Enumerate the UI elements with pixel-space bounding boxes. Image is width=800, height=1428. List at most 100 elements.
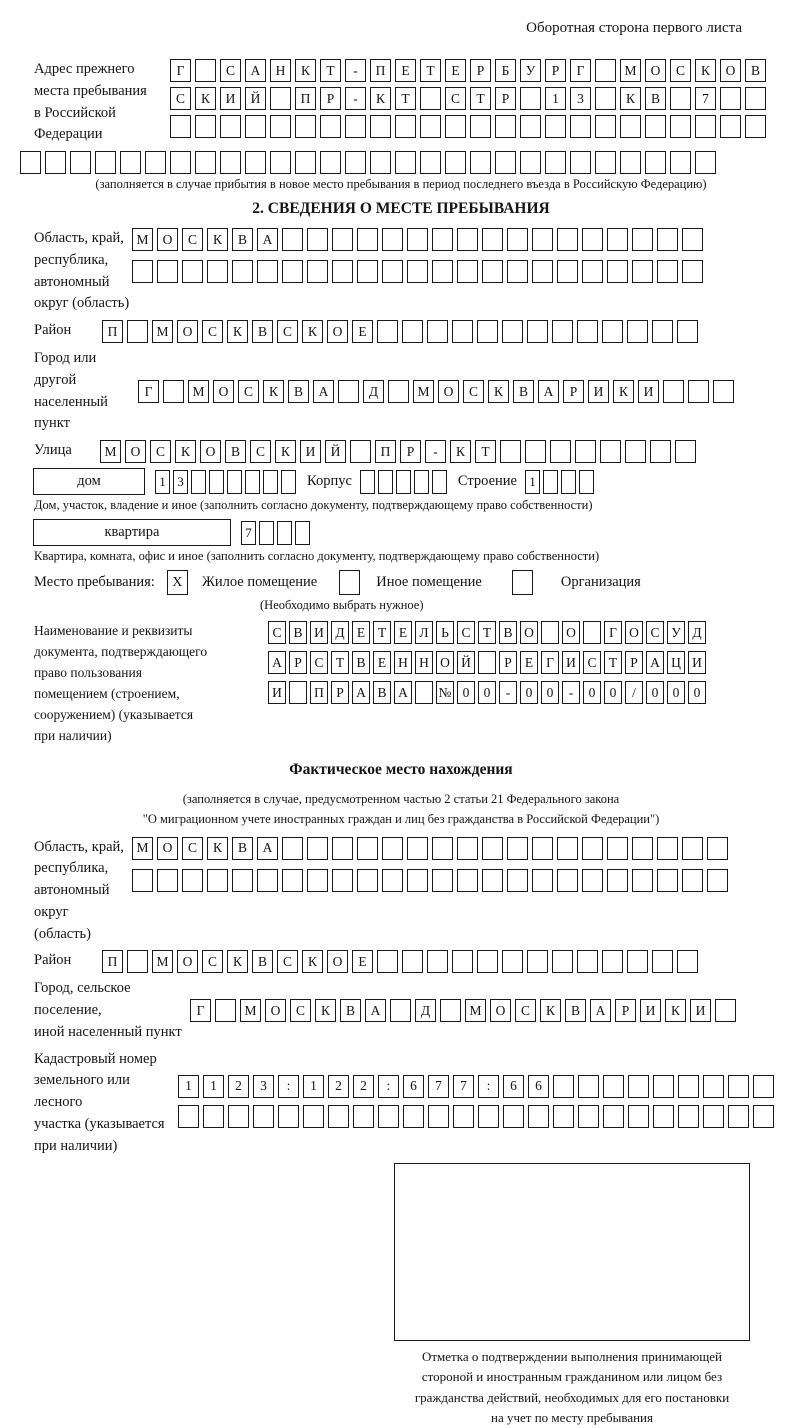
char-cell[interactable]: Г <box>541 651 559 674</box>
char-cell[interactable]: Т <box>478 621 496 644</box>
char-cell[interactable]: В <box>252 950 273 974</box>
char-cell[interactable] <box>720 115 741 138</box>
char-cell[interactable] <box>482 868 503 892</box>
char-cell[interactable] <box>502 950 523 974</box>
char-cell[interactable] <box>602 320 623 343</box>
char-cell[interactable]: Д <box>415 999 436 1023</box>
char-cell[interactable] <box>582 260 603 283</box>
char-cell[interactable]: Е <box>394 621 412 644</box>
char-cell[interactable]: 0 <box>583 681 601 704</box>
char-cell[interactable]: 7 <box>453 1074 474 1098</box>
char-cell[interactable]: О <box>200 440 221 463</box>
char-cell[interactable] <box>627 320 648 343</box>
char-cell[interactable] <box>557 260 578 283</box>
char-cell[interactable]: С <box>182 836 203 860</box>
char-cell[interactable] <box>582 228 603 251</box>
char-cell[interactable] <box>388 380 409 403</box>
char-cell[interactable] <box>407 836 428 860</box>
char-cell[interactable]: О <box>177 320 198 343</box>
char-cell[interactable] <box>70 151 91 174</box>
char-cell[interactable]: А <box>646 651 664 674</box>
char-cell[interactable] <box>675 440 696 463</box>
char-cell[interactable]: К <box>665 999 686 1023</box>
char-cell[interactable] <box>707 868 728 892</box>
char-cell[interactable]: О <box>625 621 643 644</box>
char-cell[interactable] <box>520 115 541 138</box>
char-cell[interactable] <box>650 440 671 463</box>
char-cell[interactable]: : <box>278 1074 299 1098</box>
char-cell[interactable]: 7 <box>695 87 716 110</box>
char-cell[interactable] <box>507 228 528 251</box>
char-cell[interactable]: М <box>152 950 173 974</box>
checkbox-zhiloe[interactable]: X <box>166 570 188 595</box>
char-cell[interactable]: № <box>436 681 454 704</box>
char-cell[interactable] <box>303 1104 324 1128</box>
char-cell[interactable]: С <box>277 320 298 343</box>
char-cell[interactable] <box>407 868 428 892</box>
char-cell[interactable]: 1 <box>303 1074 324 1098</box>
char-cell[interactable] <box>602 950 623 974</box>
char-cell[interactable]: 2 <box>328 1074 349 1098</box>
char-cell[interactable] <box>145 151 166 174</box>
char-cell[interactable] <box>607 260 628 283</box>
char-cell[interactable] <box>720 87 741 110</box>
char-cell[interactable]: В <box>499 621 517 644</box>
char-cell[interactable]: О <box>177 950 198 974</box>
char-cell[interactable] <box>370 115 391 138</box>
char-cell[interactable]: С <box>277 950 298 974</box>
char-cell[interactable]: Ц <box>667 651 685 674</box>
char-cell[interactable] <box>278 1104 299 1128</box>
char-cell[interactable]: К <box>488 380 509 403</box>
char-cell[interactable]: И <box>638 380 659 403</box>
char-cell[interactable] <box>377 950 398 974</box>
char-cell[interactable]: 3 <box>570 87 591 110</box>
char-cell[interactable]: А <box>245 59 266 82</box>
char-cell[interactable]: : <box>478 1074 499 1098</box>
char-cell[interactable] <box>338 380 359 403</box>
char-cell[interactable] <box>628 1104 649 1128</box>
char-cell[interactable]: К <box>695 59 716 82</box>
char-cell[interactable]: К <box>207 228 228 251</box>
char-cell[interactable] <box>163 380 184 403</box>
char-cell[interactable]: О <box>720 59 741 82</box>
char-cell[interactable]: 2 <box>228 1074 249 1098</box>
char-cell[interactable]: Е <box>395 59 416 82</box>
char-cell[interactable]: О <box>438 380 459 403</box>
char-cell[interactable] <box>545 115 566 138</box>
char-cell[interactable] <box>390 999 411 1023</box>
char-cell[interactable]: О <box>265 999 286 1023</box>
char-cell[interactable] <box>603 1074 624 1098</box>
char-cell[interactable] <box>227 469 242 494</box>
char-cell[interactable] <box>482 836 503 860</box>
char-cell[interactable] <box>132 868 153 892</box>
char-cell[interactable]: П <box>370 59 391 82</box>
char-cell[interactable] <box>245 115 266 138</box>
char-cell[interactable] <box>477 320 498 343</box>
char-cell[interactable]: А <box>257 228 278 251</box>
char-cell[interactable] <box>178 1104 199 1128</box>
char-cell[interactable] <box>632 868 653 892</box>
char-cell[interactable] <box>525 440 546 463</box>
char-cell[interactable]: П <box>102 320 123 343</box>
char-cell[interactable]: О <box>125 440 146 463</box>
char-cell[interactable]: В <box>352 651 370 674</box>
char-cell[interactable] <box>745 87 766 110</box>
char-cell[interactable]: К <box>450 440 471 463</box>
char-cell[interactable] <box>600 440 621 463</box>
char-cell[interactable] <box>282 260 303 283</box>
char-cell[interactable] <box>209 469 224 494</box>
char-cell[interactable]: - <box>345 87 366 110</box>
char-cell[interactable]: А <box>352 681 370 704</box>
char-cell[interactable]: И <box>690 999 711 1023</box>
char-cell[interactable]: Н <box>270 59 291 82</box>
char-cell[interactable] <box>332 836 353 860</box>
char-cell[interactable]: Т <box>320 59 341 82</box>
char-cell[interactable]: 0 <box>520 681 538 704</box>
char-cell[interactable] <box>20 151 41 174</box>
char-cell[interactable]: О <box>157 836 178 860</box>
char-cell[interactable] <box>370 151 391 174</box>
char-cell[interactable] <box>575 440 596 463</box>
char-cell[interactable] <box>431 469 447 494</box>
char-cell[interactable]: С <box>515 999 536 1023</box>
char-cell[interactable] <box>195 151 216 174</box>
